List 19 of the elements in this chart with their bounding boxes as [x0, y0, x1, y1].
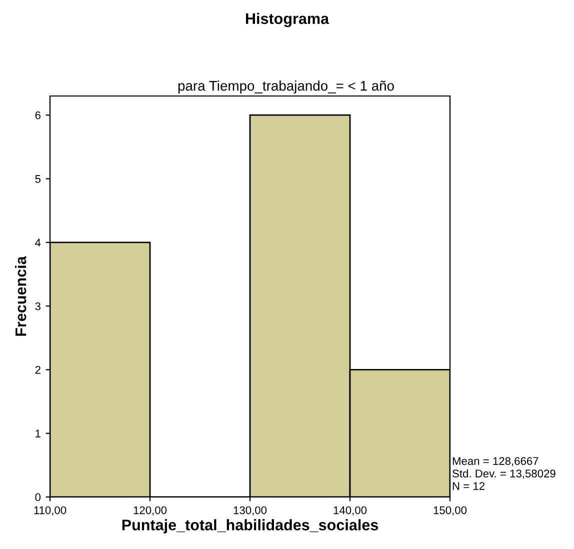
- y-tick-label: 1: [36, 430, 40, 438]
- y-tick-label: 5: [35, 175, 41, 183]
- y-tick-label: 2: [35, 366, 40, 374]
- x-axis-title: Puntaje_total_habilidades_sociales: [122, 519, 378, 534]
- y-tick-label: 3: [35, 302, 40, 310]
- x-tick-label: 140,00: [334, 506, 367, 516]
- y-tick-label: 4: [35, 238, 41, 246]
- y-tick-label: 0: [35, 493, 41, 502]
- x-tick-label: 120,00: [134, 506, 167, 516]
- text: Std. Dev. = 13,58029: [452, 469, 556, 479]
- y-tick-label: 6: [35, 111, 40, 120]
- y-axis-title: Frecuencia: [14, 256, 26, 336]
- x-tick-label: 150,00: [434, 506, 467, 516]
- chart-title: Histograma: [246, 12, 330, 28]
- x-tick-label: 130,00: [234, 506, 267, 516]
- text: Mean = 128,6667: [452, 457, 538, 466]
- x-tick-label: 110,00: [34, 506, 66, 516]
- chart-subtitle: para Tiempo_trabajando_= < 1 año: [178, 80, 394, 94]
- text: N = 12: [452, 482, 484, 490]
